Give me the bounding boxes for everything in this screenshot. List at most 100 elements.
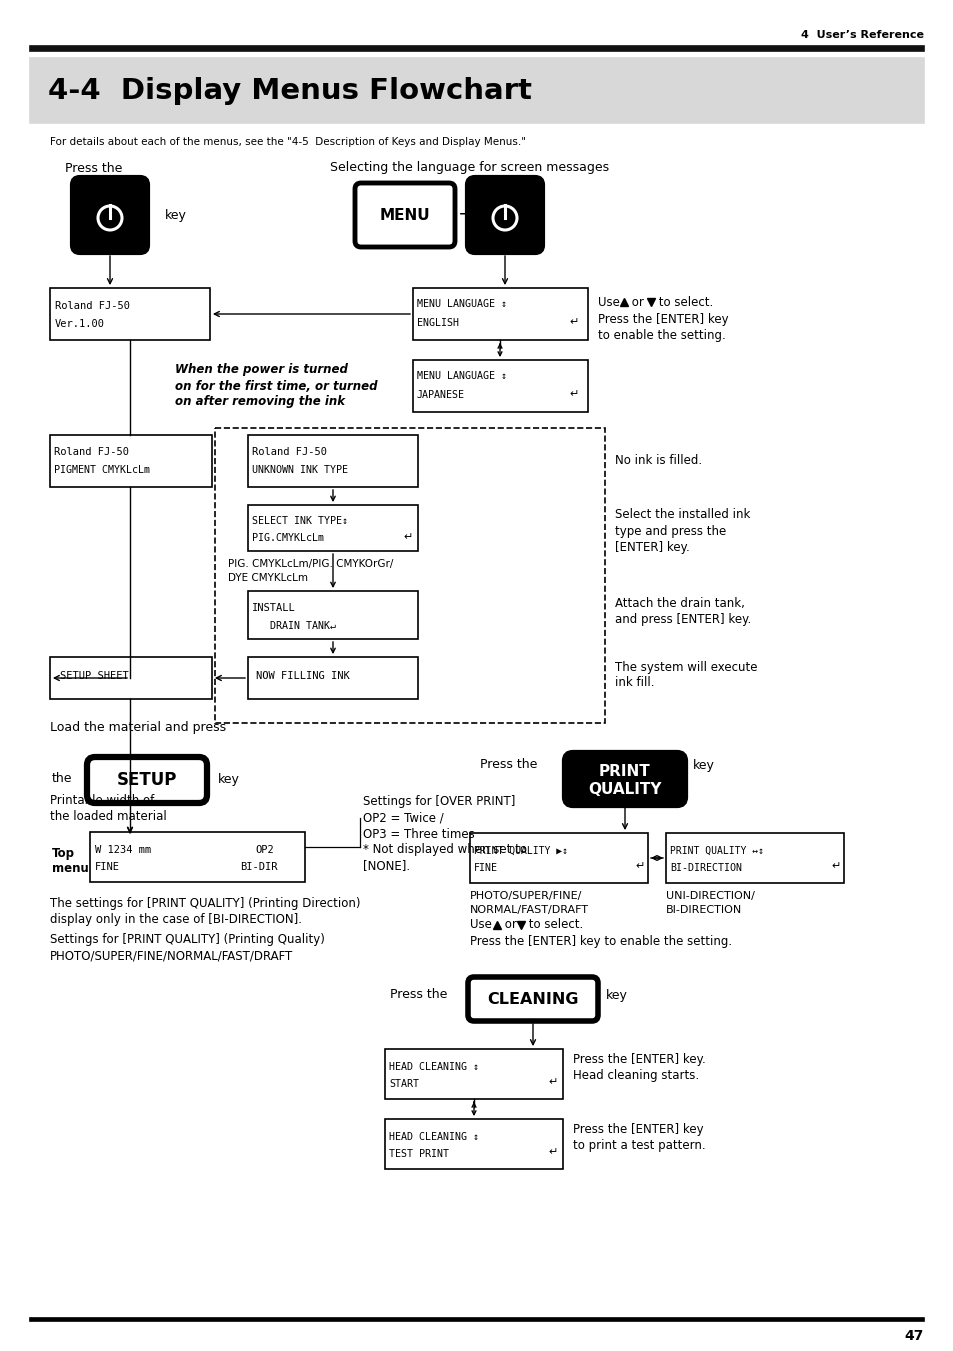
Text: Ver.1.00: Ver.1.00: [55, 319, 105, 330]
FancyBboxPatch shape: [468, 977, 598, 1021]
Text: MENU LANGUAGE ↕: MENU LANGUAGE ↕: [416, 299, 506, 309]
Bar: [50, 288, 210, 340]
Text: to print a test pattern.: to print a test pattern.: [573, 1139, 705, 1151]
Text: 4-4  Display Menus Flowchart: 4-4 Display Menus Flowchart: [48, 77, 532, 105]
Text: CLEANING: CLEANING: [487, 992, 578, 1006]
Text: BI-DIR: BI-DIR: [240, 862, 277, 871]
Text: QUALITY: QUALITY: [588, 781, 661, 797]
FancyBboxPatch shape: [355, 182, 455, 247]
Bar: [214, 428, 604, 723]
Text: [NONE].: [NONE].: [363, 859, 410, 873]
Text: ↵: ↵: [403, 532, 413, 542]
Text: [ENTER] key.: [ENTER] key.: [615, 540, 689, 554]
Text: Roland FJ-50: Roland FJ-50: [54, 447, 129, 457]
Text: No ink is filled.: No ink is filled.: [615, 454, 701, 467]
Text: Use: Use: [598, 296, 623, 308]
Bar: [248, 590, 417, 639]
Text: PIG. CMYKLcLm/PIG. CMYKOrGr/: PIG. CMYKLcLm/PIG. CMYKOrGr/: [228, 559, 393, 569]
Bar: [30, 1319, 923, 1321]
Text: ↵: ↵: [569, 317, 578, 327]
Text: the: the: [52, 773, 72, 785]
Text: JAPANESE: JAPANESE: [416, 390, 464, 400]
Text: Settings for [PRINT QUALITY] (Printing Quality): Settings for [PRINT QUALITY] (Printing Q…: [50, 934, 325, 947]
Text: Press the [ENTER] key to enable the setting.: Press the [ENTER] key to enable the sett…: [470, 935, 731, 947]
Text: ↵: ↵: [569, 389, 578, 399]
Text: HEAD CLEANING ↕: HEAD CLEANING ↕: [389, 1062, 478, 1071]
Text: Press the [ENTER] key: Press the [ENTER] key: [573, 1123, 703, 1135]
Text: OP2 = Twice /: OP2 = Twice /: [363, 812, 443, 824]
Text: W 1234 mm: W 1234 mm: [95, 844, 152, 855]
FancyBboxPatch shape: [87, 757, 207, 802]
Text: ENGLISH: ENGLISH: [416, 317, 458, 328]
Text: For details about each of the menus, see the "4-5  Description of Keys and Displ: For details about each of the menus, see…: [50, 136, 525, 147]
FancyBboxPatch shape: [467, 177, 542, 253]
Text: Printable width of: Printable width of: [50, 793, 154, 807]
Text: and press [ENTER] key.: and press [ENTER] key.: [615, 612, 750, 626]
Text: * Not displayed when set to: * Not displayed when set to: [363, 843, 526, 857]
Text: DRAIN TANK↵: DRAIN TANK↵: [252, 621, 335, 631]
Text: display only in the case of [BI-DIRECTION].: display only in the case of [BI-DIRECTIO…: [50, 913, 302, 927]
Bar: [665, 834, 843, 884]
Bar: [413, 359, 587, 412]
Text: ↵: ↵: [548, 1147, 558, 1156]
Text: BI-DIRECTION: BI-DIRECTION: [665, 905, 741, 915]
Text: ↵: ↵: [635, 861, 644, 871]
Text: DYE CMYKLcLm: DYE CMYKLcLm: [228, 573, 308, 584]
Text: or: or: [500, 919, 520, 931]
Bar: [30, 58, 923, 123]
Text: UNI-DIRECTION/: UNI-DIRECTION/: [665, 892, 754, 901]
Text: Roland FJ-50: Roland FJ-50: [55, 301, 130, 311]
Text: PRINT QUALITY ▶↕: PRINT QUALITY ▶↕: [474, 846, 567, 857]
Text: key: key: [218, 773, 239, 785]
Text: FINE: FINE: [474, 863, 497, 873]
Text: PIG.CMYKLcLm: PIG.CMYKLcLm: [252, 534, 324, 543]
Bar: [50, 657, 212, 698]
Text: to select.: to select.: [524, 919, 582, 931]
Text: When the power is turned: When the power is turned: [174, 363, 348, 377]
Text: key: key: [605, 989, 627, 1001]
Text: Top: Top: [52, 847, 75, 861]
Text: Select the installed ink: Select the installed ink: [615, 508, 750, 521]
Text: The system will execute: The system will execute: [615, 661, 757, 674]
Text: the loaded material: the loaded material: [50, 809, 167, 823]
Text: UNKNOWN INK TYPE: UNKNOWN INK TYPE: [252, 465, 348, 476]
Text: MENU LANGUAGE ↕: MENU LANGUAGE ↕: [416, 372, 506, 381]
Text: Load the material and press: Load the material and press: [50, 720, 226, 734]
Bar: [248, 657, 417, 698]
Text: PRINT: PRINT: [598, 763, 650, 778]
Bar: [248, 435, 417, 486]
Text: type and press the: type and press the: [615, 524, 725, 538]
Text: ink fill.: ink fill.: [615, 677, 654, 689]
Bar: [50, 435, 212, 486]
Text: PRINT QUALITY ↔↕: PRINT QUALITY ↔↕: [669, 846, 763, 857]
Bar: [385, 1048, 562, 1098]
Text: 4  User’s Reference: 4 User’s Reference: [801, 30, 923, 41]
Text: Press the: Press the: [479, 758, 537, 771]
Text: to select.: to select.: [655, 296, 713, 308]
Text: ↵: ↵: [830, 861, 840, 871]
Text: INSTALL: INSTALL: [252, 603, 295, 613]
Text: Press the [ENTER] key: Press the [ENTER] key: [598, 313, 728, 327]
FancyBboxPatch shape: [147, 771, 163, 788]
Text: FINE: FINE: [95, 862, 120, 871]
Text: PHOTO/SUPER/FINE/NORMAL/FAST/DRAFT: PHOTO/SUPER/FINE/NORMAL/FAST/DRAFT: [50, 950, 293, 962]
Text: Use: Use: [470, 919, 496, 931]
Text: SETUP SHEET: SETUP SHEET: [60, 671, 129, 681]
Text: +: +: [457, 205, 474, 224]
Text: SETUP: SETUP: [116, 771, 177, 789]
Bar: [90, 832, 305, 882]
Text: OP3 = Three times: OP3 = Three times: [363, 828, 475, 840]
Text: SELECT INK TYPE↕: SELECT INK TYPE↕: [252, 516, 348, 526]
Text: Press the [ENTER] key.: Press the [ENTER] key.: [573, 1052, 705, 1066]
Bar: [30, 46, 923, 51]
Text: 47: 47: [903, 1329, 923, 1343]
Text: Head cleaning starts.: Head cleaning starts.: [573, 1069, 699, 1082]
Text: NOW FILLING INK: NOW FILLING INK: [255, 671, 350, 681]
Text: on after removing the ink: on after removing the ink: [174, 396, 345, 408]
Bar: [248, 505, 417, 551]
Text: Settings for [OVER PRINT]: Settings for [OVER PRINT]: [363, 796, 515, 808]
Text: The settings for [PRINT QUALITY] (Printing Direction): The settings for [PRINT QUALITY] (Printi…: [50, 897, 360, 911]
Text: PIGMENT CMYKLcLm: PIGMENT CMYKLcLm: [54, 465, 150, 476]
Text: or: or: [627, 296, 647, 308]
Bar: [413, 288, 587, 340]
